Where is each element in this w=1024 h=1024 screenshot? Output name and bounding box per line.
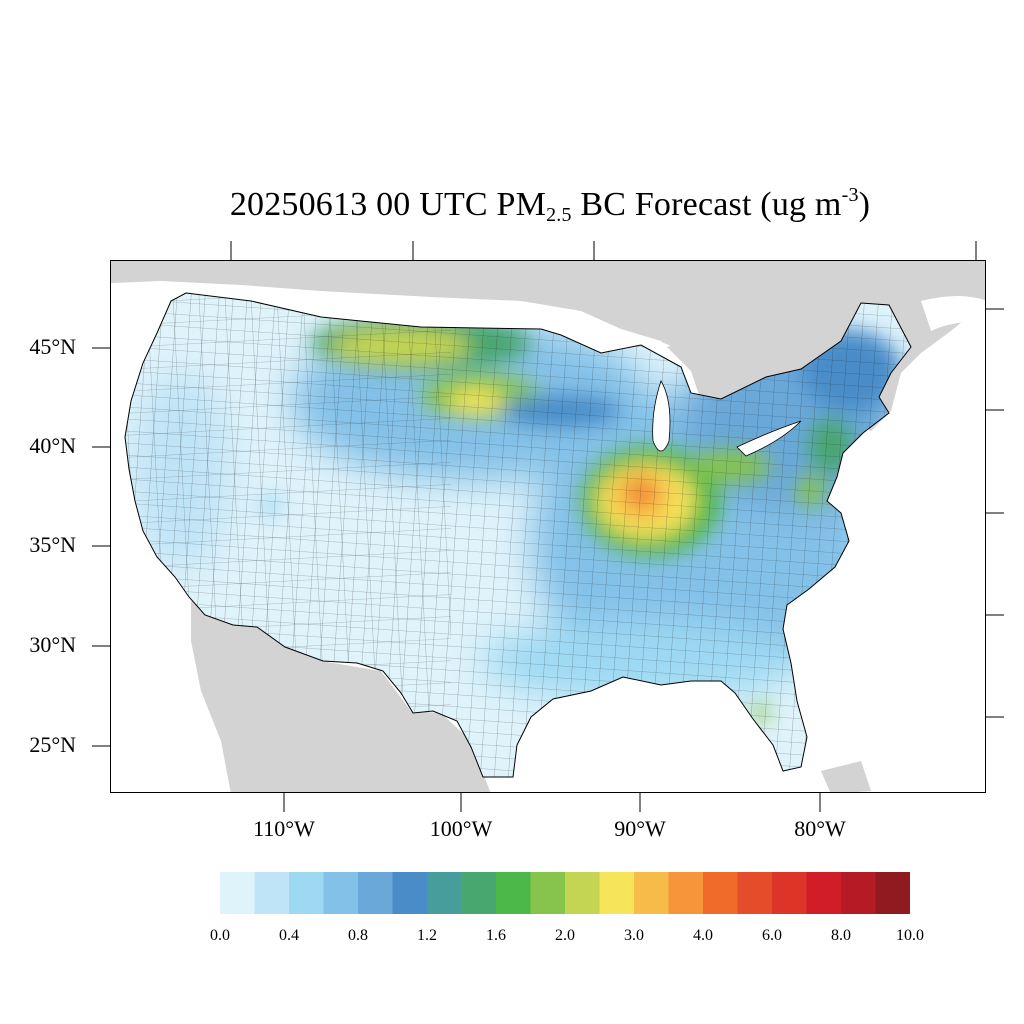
colorbar-tick-label: 0.8 — [348, 927, 368, 944]
colorbar-swatch-17 — [806, 872, 842, 914]
colorbar-swatch-16 — [772, 872, 807, 914]
lat-label-30: 30°N — [29, 632, 76, 657]
colorbar-swatch-11 — [599, 872, 635, 914]
colorbar-tick-label: 2.0 — [555, 927, 575, 944]
title-text: 20250613 00 UTC PM — [229, 186, 547, 223]
lat-label-45: 45°N — [29, 334, 76, 359]
colorbar-swatch-9 — [530, 872, 566, 914]
mexico-land — [191, 601, 491, 792]
colorbar-swatch-12 — [634, 872, 669, 914]
gulf-st-lawrence — [921, 296, 985, 331]
lon-label-110: 110°W — [253, 816, 315, 841]
colorbar-swatch-15 — [737, 872, 773, 914]
colorbar-swatch-13 — [668, 872, 704, 914]
colorbar-swatch-8 — [496, 872, 531, 914]
map-svg — [111, 261, 985, 792]
colorbar-tick-label: 10.0 — [896, 927, 924, 944]
chart-title: 20250613 00 UTC PM2.5 BC Forecast (ug m-… — [0, 184, 1024, 227]
colorbar-tick-label: 0.4 — [279, 927, 299, 944]
colorbar-swatch-0 — [220, 872, 255, 914]
colorbar-swatch-19 — [875, 872, 910, 914]
colorbar-swatch-4 — [358, 872, 393, 914]
colorbar-tick-label: 8.0 — [831, 927, 851, 944]
lat-label-35: 35°N — [29, 532, 76, 557]
lake-michigan — [652, 380, 671, 452]
colorbar-tick-label: 3.0 — [624, 927, 644, 944]
colorbar-tick-label: 6.0 — [762, 927, 782, 944]
colorbar-swatch-2 — [289, 872, 324, 914]
lat-label-40: 40°N — [29, 433, 76, 458]
colorbar-swatch-18 — [841, 872, 876, 914]
title-text-mid: BC Forecast (ug m — [571, 186, 842, 223]
lake-erie — [736, 420, 802, 457]
colorbar-tick-label: 0.0 — [210, 927, 230, 944]
colorbar-swatch-6 — [427, 872, 462, 914]
colorbar-tick-label: 4.0 — [693, 927, 713, 944]
title-text-end: ) — [858, 186, 871, 223]
colorbar-swatch-1 — [254, 872, 290, 914]
colorbar-swatch-7 — [461, 872, 497, 914]
colorbar-swatch-14 — [703, 872, 738, 914]
colorbar-tick-label: 1.6 — [486, 927, 506, 944]
title-subscript: 2.5 — [546, 204, 572, 226]
colorbar-swatch-5 — [392, 872, 428, 914]
lon-label-80: 80°W — [794, 816, 846, 841]
colorbar — [220, 872, 910, 914]
lat-label-25: 25°N — [29, 732, 76, 757]
lake-superior — [601, 331, 671, 350]
lon-label-90: 90°W — [614, 816, 666, 841]
title-superscript: -3 — [841, 184, 859, 206]
colorbar-tick-label: 1.2 — [417, 927, 437, 944]
cuba-land — [821, 761, 871, 792]
colorbar-swatch-10 — [565, 872, 600, 914]
colorbar-swatch-3 — [323, 872, 359, 914]
map-frame — [110, 260, 986, 793]
lon-label-100: 100°W — [429, 816, 493, 841]
